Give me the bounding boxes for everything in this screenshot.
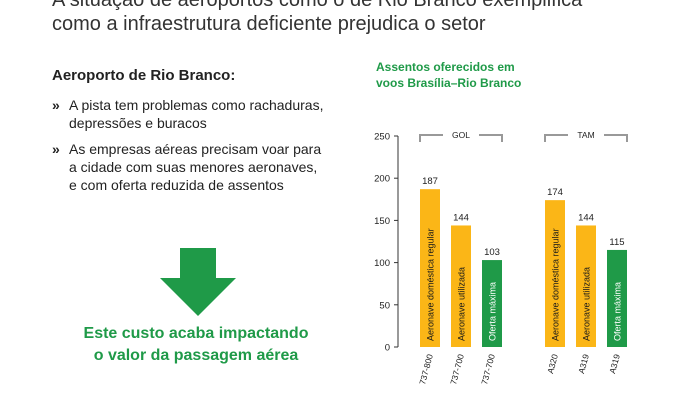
bar-value-label: 144 [578,212,594,223]
bullet-marker: » [52,97,60,113]
category-label: 737-800 [417,353,435,386]
bullet-text-line: As empresas aéreas precisam voar para [69,141,322,157]
bullet-airlines: » As empresas aéreas precisam voar para … [52,140,342,194]
bar-inner-label: Aeronave utilizada [457,267,467,341]
bar [607,249,627,347]
page-headline: A situação de aeroportos como o de Rio B… [52,0,672,36]
y-tick-label: 0 [385,343,390,354]
bar [482,260,502,347]
y-tick-label: 50 [379,300,390,311]
callout-line-1: Este custo acaba impactando [83,325,309,342]
problem-bullet-list: » A pista tem problemas como rachaduras,… [52,96,342,202]
bullet-text-line: A pista tem problemas como rachaduras, [69,97,324,113]
bar-value-label: 174 [547,187,563,198]
bar-value-label: 144 [453,212,469,223]
group-label: TAM [577,130,594,140]
bar-inner-label: Oferta máxima [613,282,623,341]
group-label: GOL [452,130,470,140]
headline-line-2: como a infraestrutura deficiente prejudi… [52,13,486,35]
bullet-text-line: e com oferta reduzida de assentos [69,177,284,193]
cost-impact-callout: Este custo acaba impactando o valor da p… [52,323,340,367]
bullet-text-line: depressões e buracos [69,115,207,131]
bullet-text-line: a cidade com suas menores aeronaves, [69,159,318,175]
headline-line-1: A situação de aeroportos como o de Rio B… [52,0,583,11]
bar-inner-label: Aeronave doméstica regular [551,228,561,341]
y-tick-label: 200 [374,174,390,185]
down-arrow-icon [160,248,236,316]
group-label-bg [568,128,604,142]
chart-title: Assentos oferecidos em voos Brasília–Rio… [376,59,521,91]
group-label-bg [443,128,479,142]
category-label: A319 [576,353,591,375]
y-tick-label: 250 [374,132,390,143]
y-tick-label: 100 [374,258,390,269]
category-label: 737-700 [448,353,466,386]
bar [576,225,596,347]
callout-line-2: o valor da passagem aérea [93,347,299,364]
chart-title-line-1: Assentos oferecidos em [376,60,515,74]
bar-value-label: 103 [484,247,500,258]
chart-title-line-2: voos Brasília–Rio Branco [376,76,522,90]
category-label: 737-700 [479,353,497,386]
bar [451,225,471,347]
category-label: A319 [607,353,622,375]
y-tick-label: 150 [374,216,390,227]
bar-inner-label: Aeronave utilizada [582,267,592,341]
airport-subheading: Aeroporto de Rio Branco: [52,67,236,84]
bar [545,200,565,347]
bullet-runway: » A pista tem problemas como rachaduras,… [52,96,342,132]
bar-value-label: 187 [422,176,438,187]
bar-inner-label: Oferta máxima [488,282,498,341]
bar-inner-label: Aeronave doméstica regular [426,228,436,341]
bar-value-label: 115 [609,237,624,248]
bullet-marker: » [52,141,60,157]
bar [420,189,440,347]
category-label: A320 [545,353,560,375]
